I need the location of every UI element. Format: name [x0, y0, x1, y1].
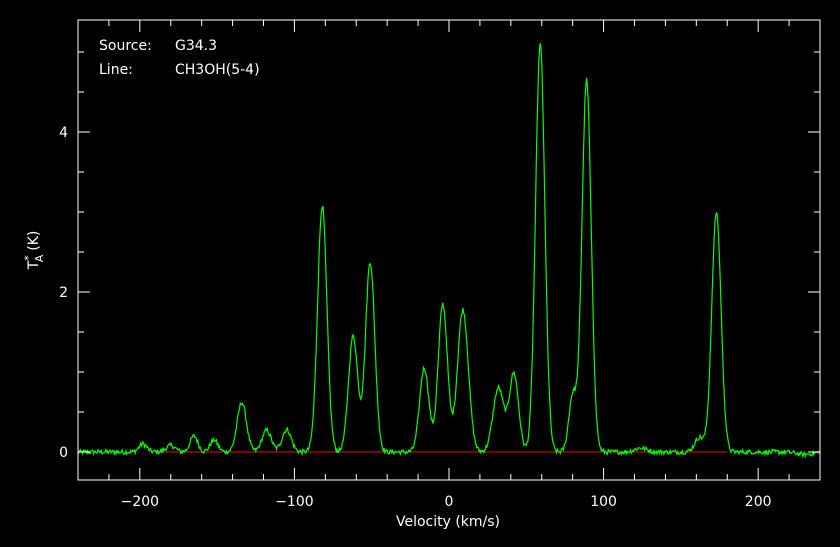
- x-tick-label: 100: [590, 494, 617, 510]
- x-tick-label: 0: [445, 494, 454, 510]
- annotation-line-key: Line:: [99, 62, 133, 78]
- annotation-source-value: G34.3: [175, 38, 217, 54]
- y-tick-label: 2: [59, 285, 68, 301]
- x-axis-label: Velocity (km/s): [396, 514, 500, 530]
- ticks-layer: −200 −100 0 100 200 0 2 4: [59, 20, 821, 510]
- y-label-unit: (K): [26, 231, 42, 251]
- y-axis-label: T*A (K): [22, 231, 46, 271]
- y-tick-label: 0: [59, 445, 68, 461]
- plot-layer: [77, 43, 821, 459]
- x-tick-label: −100: [275, 494, 313, 510]
- x-tick-label: −200: [121, 494, 159, 510]
- y-label-base: T: [26, 260, 42, 270]
- y-label-subscript: A: [33, 254, 46, 262]
- annotation-source-key: Source:: [99, 38, 152, 54]
- x-tick-label: 200: [745, 494, 772, 510]
- y-axis-label-text: T*A (K): [22, 231, 46, 271]
- spectrum-series-line: [77, 43, 821, 459]
- annotation-line-value: CH3OH(5-4): [175, 62, 260, 78]
- y-label-superscript: *: [22, 255, 35, 261]
- y-tick-label: 4: [59, 125, 68, 141]
